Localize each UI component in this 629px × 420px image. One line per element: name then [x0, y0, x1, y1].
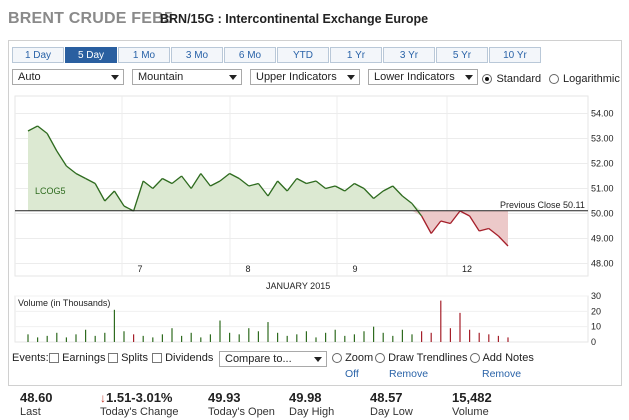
volume-stat-label: Volume: [452, 406, 489, 418]
high-value: 49.98: [289, 390, 322, 405]
page-title: BRENT CRUDE FEB5: [8, 10, 173, 27]
zoom-radio[interactable]: [332, 353, 342, 364]
tab-1-yr[interactable]: 1 Yr: [330, 47, 382, 63]
trendlines-radio[interactable]: [375, 353, 385, 364]
change-label: Today's Change: [100, 406, 179, 418]
standard-radio[interactable]: [482, 73, 492, 84]
scale-options: Standard Logarithmic: [482, 70, 620, 88]
change-value: 1.51-3.01%: [106, 390, 173, 405]
chevron-down-icon: [347, 75, 355, 80]
earnings-checkbox[interactable]: [49, 353, 59, 364]
last-label: Last: [20, 406, 41, 418]
tab-3-yr[interactable]: 3 Yr: [383, 47, 435, 63]
chart-style-value: Mountain: [138, 71, 184, 83]
volume-value: 15,482: [452, 390, 492, 405]
chevron-down-icon: [465, 75, 473, 80]
stat-volume: 15,482 Volume: [452, 390, 492, 418]
earnings-option[interactable]: Earnings: [49, 352, 105, 364]
splits-label: Splits: [121, 352, 148, 364]
logarithmic-label: Logarithmic: [563, 72, 620, 85]
dividends-label: Dividends: [165, 352, 214, 364]
chevron-down-icon: [314, 357, 322, 362]
zoom-label: Zoom: [345, 352, 374, 364]
earnings-label: Earnings: [62, 352, 106, 364]
down-arrow-icon: ↓: [100, 391, 106, 405]
tab-1-day[interactable]: 1 Day: [12, 47, 64, 63]
trendlines-option[interactable]: Draw Trendlines: [375, 352, 468, 364]
notes-label: Add Notes: [482, 352, 534, 364]
dividends-checkbox[interactable]: [152, 353, 162, 364]
zoom-option[interactable]: Zoom: [332, 352, 373, 364]
tab-5-yr[interactable]: 5 Yr: [436, 47, 488, 63]
standard-label: Standard: [496, 72, 542, 85]
notes-radio[interactable]: [470, 353, 480, 364]
splits-option[interactable]: Splits: [108, 352, 148, 364]
change-row: ↓1.51-3.01%: [100, 390, 179, 405]
range-tabs: 1 Day 5 Day 1 Mo 3 Mo 6 Mo YTD 1 Yr 3 Yr 5 Yr 10 …: [12, 47, 542, 64]
stat-low: 48.57 Day Low: [370, 390, 413, 418]
splits-checkbox[interactable]: [108, 353, 118, 364]
events-label: Events:: [12, 352, 49, 364]
stat-last: 48.60 Last: [20, 390, 53, 418]
lower-indicators-value: Lower Indicators: [374, 71, 455, 83]
tab-ytd[interactable]: YTD: [277, 47, 329, 63]
compare-value: Compare to...: [225, 353, 292, 365]
chart-style-select[interactable]: Mountain: [132, 69, 242, 85]
upper-indicators-select[interactable]: Upper Indicators: [250, 69, 360, 85]
frequency-value: Auto: [18, 71, 41, 83]
stat-open: 49.93 Today's Open: [208, 390, 275, 418]
compare-select[interactable]: Compare to...: [219, 351, 327, 367]
chevron-down-icon: [229, 75, 237, 80]
tab-1-mo[interactable]: 1 Mo: [118, 47, 170, 63]
open-label: Today's Open: [208, 406, 275, 418]
logarithmic-radio[interactable]: [548, 73, 559, 84]
tab-6-mo[interactable]: 6 Mo: [224, 47, 276, 63]
tab-5-day[interactable]: 5 Day: [65, 47, 117, 63]
upper-indicators-value: Upper Indicators: [256, 71, 337, 83]
dividends-option[interactable]: Dividends: [152, 352, 213, 364]
high-label: Day High: [289, 406, 335, 418]
lower-indicators-select[interactable]: Lower Indicators: [368, 69, 478, 85]
chevron-down-icon: [111, 75, 119, 80]
trendlines-remove-link[interactable]: Remove: [389, 368, 429, 380]
zoom-off-link[interactable]: Off: [345, 368, 359, 380]
tab-10-yr[interactable]: 10 Yr: [489, 47, 541, 63]
low-value: 48.57: [370, 390, 403, 405]
last-value: 48.60: [20, 390, 53, 405]
low-label: Day Low: [370, 406, 413, 418]
open-value: 49.93: [208, 390, 241, 405]
tab-3-mo[interactable]: 3 Mo: [171, 47, 223, 63]
chart-panel: [8, 40, 622, 386]
stat-change: ↓1.51-3.01% Today's Change: [100, 390, 179, 418]
frequency-select[interactable]: Auto: [12, 69, 124, 85]
notes-remove-link[interactable]: Remove: [482, 368, 522, 380]
notes-option[interactable]: Add Notes: [470, 352, 534, 364]
trendlines-label: Draw Trendlines: [388, 352, 468, 364]
exchange-subtitle: BRN/15G : Intercontinental Exchange Euro…: [160, 12, 429, 26]
stat-high: 49.98 Day High: [289, 390, 334, 418]
